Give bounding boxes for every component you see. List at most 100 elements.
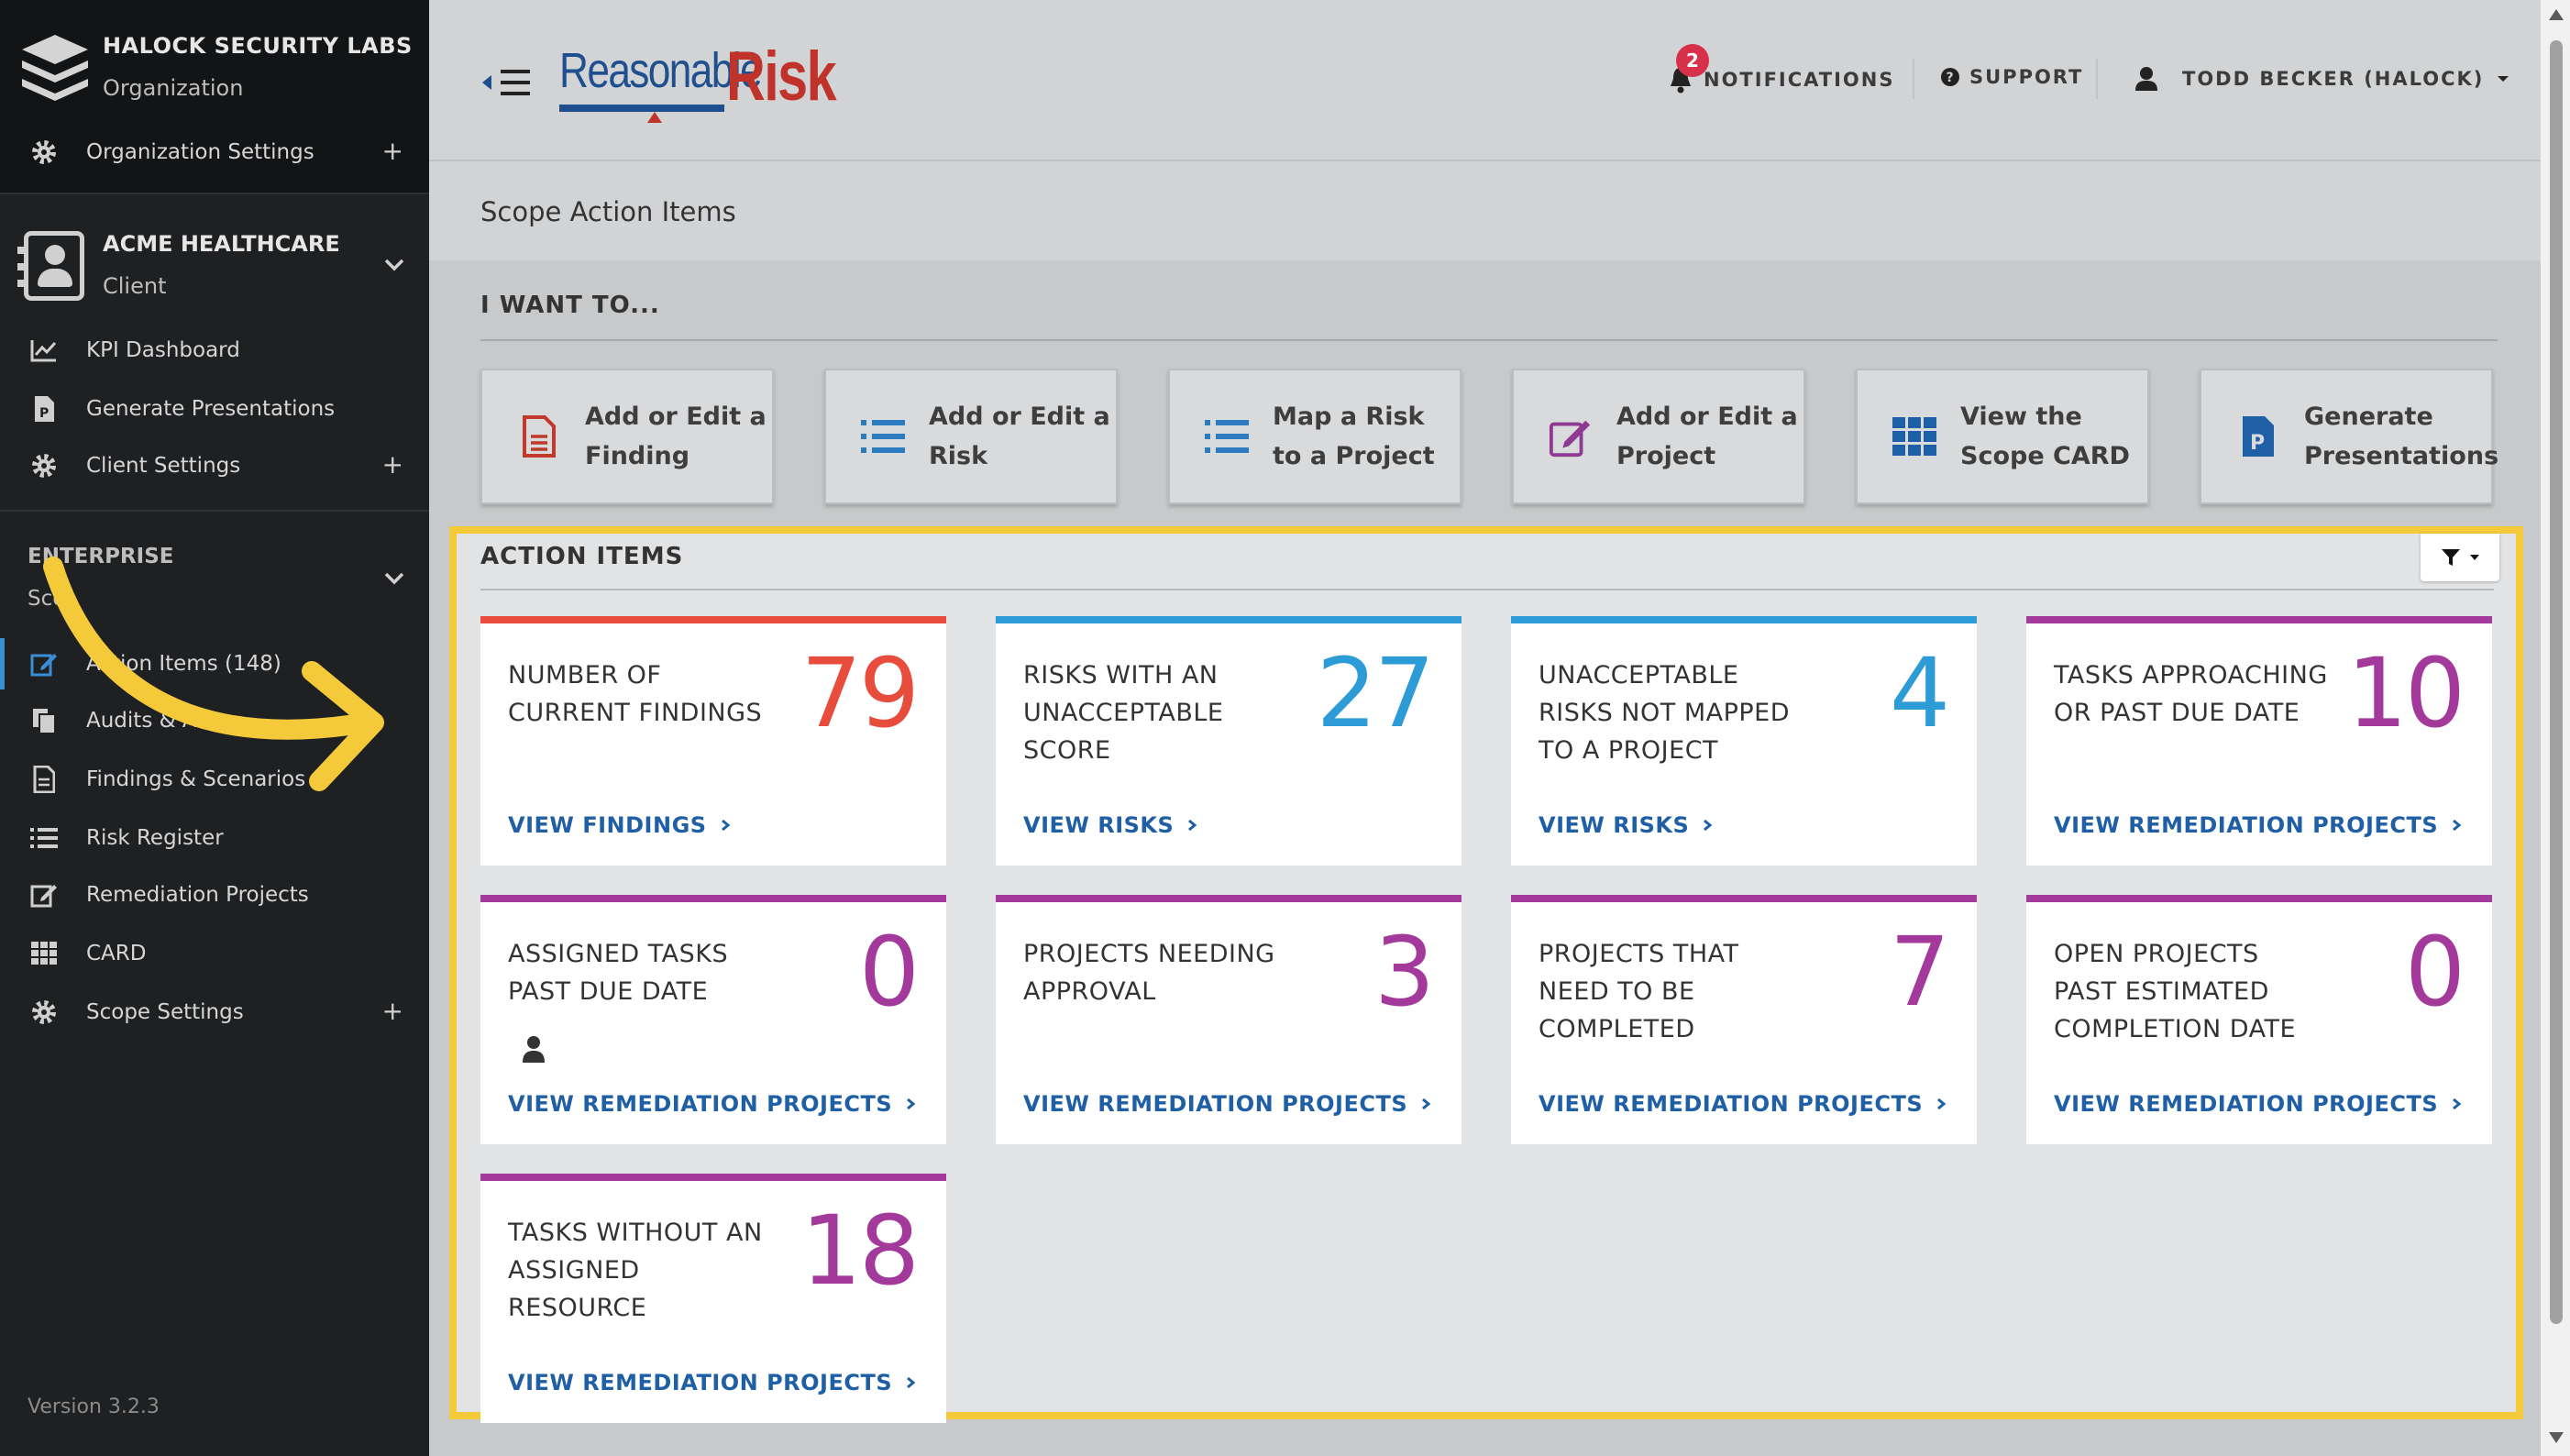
presentation-file-icon: P: [29, 394, 59, 424]
reasonable-risk-logo[interactable]: Reasonable Risk: [559, 42, 862, 125]
action-items-panel: ACTION ITEMS Number of Current Findings 7…: [449, 526, 2523, 1423]
card-view-link[interactable]: VIEW RISKS: [1539, 812, 1713, 838]
sidebar-item-card[interactable]: CARD: [0, 928, 429, 979]
chevron-right-icon: [2453, 1098, 2462, 1110]
file-icon: [29, 765, 59, 794]
action-button-label: Map a Risk to a Project: [1273, 403, 1435, 470]
scroll-up-arrow-icon[interactable]: [2549, 9, 2564, 20]
card-link-label: VIEW REMEDIATION PROJECTS: [2054, 1091, 2439, 1117]
action-button-label: Generate Presentations: [2304, 403, 2499, 470]
sidebar-item-remediation-projects[interactable]: Remediation Projects: [0, 869, 429, 921]
expand-plus-icon[interactable]: +: [381, 449, 403, 480]
page-scrollbar[interactable]: [2541, 0, 2570, 1456]
logo-underline: [559, 105, 724, 112]
sidebar-item-scope-settings[interactable]: Scope Settings +: [0, 987, 429, 1038]
notifications-count-badge: 2: [1676, 44, 1709, 77]
card-view-link[interactable]: VIEW REMEDIATION PROJECTS: [1539, 1091, 1947, 1117]
organization-name[interactable]: HALOCK SECURITY LABS: [103, 33, 413, 59]
card-count: 0: [2404, 916, 2465, 1028]
card-link-label: VIEW REMEDIATION PROJECTS: [1539, 1091, 1924, 1117]
card-view-link[interactable]: VIEW RISKS: [1023, 812, 1197, 838]
support-label: SUPPORT: [1969, 66, 2084, 88]
user-icon: [523, 1036, 545, 1063]
card-link-label: VIEW REMEDIATION PROJECTS: [508, 1370, 893, 1395]
gear-icon: [29, 138, 59, 167]
logo-text-risk: Risk: [726, 38, 837, 116]
organization-type: Organization: [103, 75, 244, 101]
card-count: 7: [1889, 916, 1950, 1028]
card-count: 18: [800, 1195, 920, 1307]
filter-icon: [2442, 549, 2460, 566]
card-link-label: VIEW RISKS: [1023, 812, 1175, 838]
support-link[interactable]: ? SUPPORT: [1940, 66, 2083, 88]
edit-icon: [29, 880, 59, 910]
expand-plus-icon[interactable]: +: [381, 136, 403, 166]
chevron-right-icon: [1422, 1098, 1431, 1110]
sidebar-toggle-icon[interactable]: [482, 64, 537, 101]
generate-presentations-button[interactable]: P Generate Presentations: [2200, 369, 2498, 504]
presentation-file-icon: P: [2236, 413, 2280, 460]
action-button-label: View the Scope CARD: [1960, 403, 2130, 470]
user-icon: [2135, 67, 2157, 91]
sidebar-item-risk-register[interactable]: Risk Register: [0, 812, 429, 864]
copy-icon: [29, 706, 59, 735]
card-label: Risks with an Unacceptable Score: [1023, 661, 1224, 765]
chevron-right-icon: [1704, 819, 1713, 832]
expand-plus-icon[interactable]: +: [381, 996, 403, 1026]
card-link-label: VIEW FINDINGS: [508, 812, 707, 838]
sidebar-item-organization-settings[interactable]: Organization Settings +: [0, 127, 429, 178]
list-icon: [1205, 413, 1249, 460]
chevron-right-icon: [2453, 819, 2462, 832]
gear-icon: [29, 451, 59, 480]
user-menu[interactable]: TODD BECKER (HALOCK): [2134, 66, 2509, 92]
chevron-right-icon: [907, 1376, 916, 1389]
action-button-label: Add or Edit a Risk: [929, 403, 1110, 470]
card-label: Assigned Tasks Past Due Date: [508, 940, 729, 1006]
action-button-label: Add or Edit a Finding: [585, 403, 767, 470]
card-count: 4: [1889, 637, 1950, 749]
chevron-down-icon[interactable]: [383, 567, 405, 589]
scroll-down-arrow-icon[interactable]: [2549, 1432, 2564, 1443]
card-view-link[interactable]: VIEW REMEDIATION PROJECTS: [2054, 1091, 2462, 1117]
grid-icon: [29, 939, 59, 968]
layers-logo-icon: [22, 35, 88, 101]
add-edit-risk-button[interactable]: Add or Edit a Risk: [824, 369, 1118, 504]
sidebar-divider: [0, 510, 429, 512]
client-header[interactable]: ACME HEALTHCARE Client: [0, 200, 429, 319]
card-count: 10: [2346, 637, 2465, 749]
svg-text:P: P: [39, 406, 49, 421]
card-view-link[interactable]: VIEW FINDINGS: [508, 812, 731, 838]
sidebar-item-label: Risk Register: [86, 826, 224, 850]
scrollbar-thumb[interactable]: [2550, 40, 2563, 1324]
caret-down-icon: [2498, 76, 2509, 82]
version-label: Version 3.2.3: [28, 1395, 160, 1418]
page-title: Scope Action Items: [480, 196, 736, 227]
action-item-card: Projects Needing Approval 3 VIEW REMEDIATI…: [996, 895, 1461, 1144]
card-view-link[interactable]: VIEW REMEDIATION PROJECTS: [508, 1370, 916, 1395]
add-edit-project-button[interactable]: Add or Edit a Project: [1512, 369, 1805, 504]
card-label: Projects that Need to be Completed: [1539, 940, 1739, 1043]
action-button-label: Add or Edit a Project: [1616, 403, 1798, 470]
sidebar-item-generate-presentations[interactable]: P Generate Presentations: [0, 383, 429, 435]
sidebar-item-client-settings[interactable]: Client Settings +: [0, 440, 429, 491]
map-risk-to-project-button[interactable]: Map a Risk to a Project: [1168, 369, 1461, 504]
sidebar-item-label: Scope Settings: [86, 1000, 244, 1024]
notifications-label: NOTIFICATIONS: [1704, 69, 1895, 91]
card-view-link[interactable]: VIEW REMEDIATION PROJECTS: [1023, 1091, 1431, 1117]
i-want-to-heading: I WANT TO...: [480, 292, 660, 319]
card-view-link[interactable]: VIEW REMEDIATION PROJECTS: [508, 1091, 916, 1117]
card-link-label: VIEW RISKS: [1539, 812, 1690, 838]
filter-dropdown-button[interactable]: [2421, 534, 2499, 581]
card-link-label: VIEW REMEDIATION PROJECTS: [508, 1091, 893, 1117]
add-edit-finding-button[interactable]: Add or Edit a Finding: [480, 369, 774, 504]
chevron-down-icon[interactable]: [383, 253, 405, 275]
sidebar-item-kpi-dashboard[interactable]: KPI Dashboard: [0, 325, 429, 376]
organization-header: HALOCK SECURITY LABS Organization Organi…: [0, 0, 429, 194]
card-view-link[interactable]: VIEW REMEDIATION PROJECTS: [2054, 812, 2462, 838]
sidebar-item-label: Generate Presentations: [86, 397, 336, 421]
view-scope-card-button[interactable]: View the Scope CARD: [1856, 369, 2149, 504]
chevron-right-icon: [907, 1098, 916, 1110]
card-label: Open Projects Past Estimated Completion …: [2054, 940, 2297, 1043]
page-title-bar: Scope Action Items: [429, 163, 2541, 260]
sidebar-item-findings-scenarios[interactable]: Findings & Scenarios: [0, 754, 429, 805]
